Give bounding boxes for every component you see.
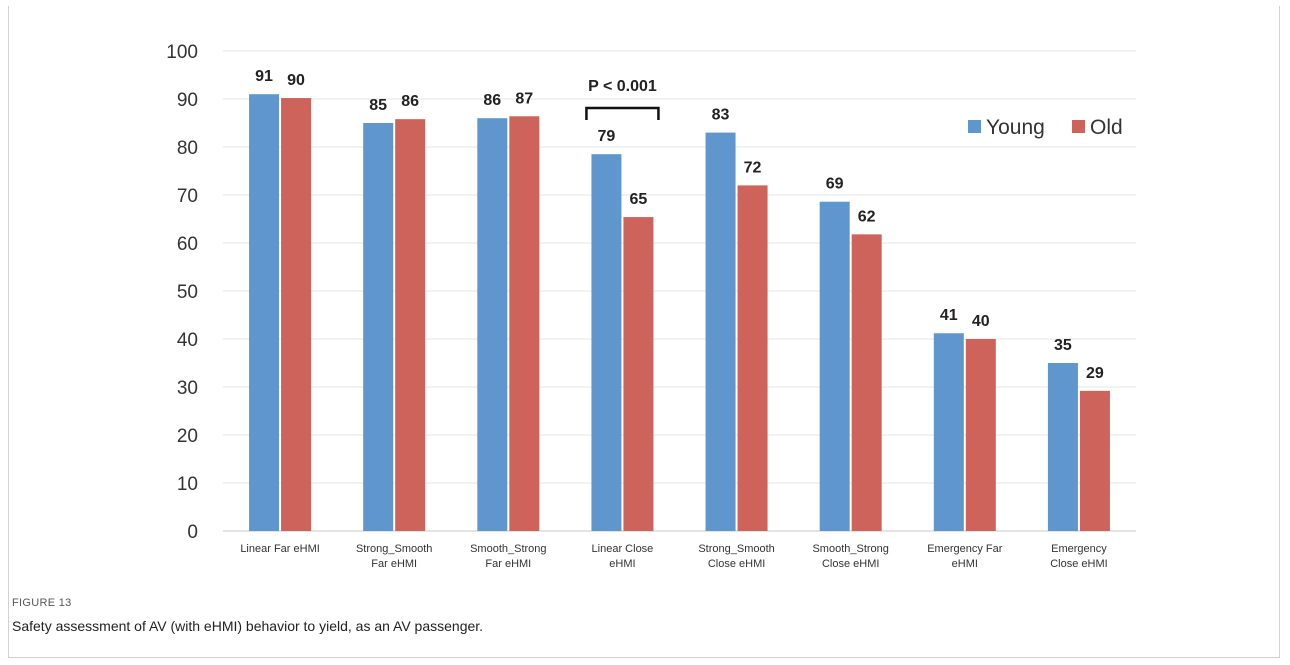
bar-young	[705, 132, 736, 531]
y-tick-label: 70	[177, 186, 198, 207]
bar-young	[933, 333, 964, 531]
x-tick-label: Emergency Close eHMI	[1050, 543, 1107, 570]
data-label: 65	[630, 191, 648, 208]
x-tick-label: Emergency Far eHMI	[927, 543, 1003, 570]
data-label: 79	[598, 128, 616, 145]
data-label: 29	[1086, 365, 1104, 382]
y-tick-label: 40	[177, 330, 198, 351]
x-tick-label: Linear Close eHMI	[592, 543, 654, 570]
legend: Young Old	[968, 116, 1123, 139]
y-axis-ticks: 0 10 20 30 40 50 60 70 80 90 100	[166, 42, 198, 543]
y-tick-label: 10	[177, 474, 198, 495]
data-label: 86	[483, 92, 501, 109]
y-tick-label: 60	[177, 234, 198, 255]
x-tick-label: Strong_Smooth Far eHMI	[356, 543, 432, 570]
bar-old	[281, 98, 312, 531]
bar-young	[249, 94, 280, 531]
y-tick-label: 50	[177, 282, 198, 303]
y-tick-label: 0	[187, 522, 198, 543]
data-label: 62	[858, 208, 876, 225]
bar-young	[477, 118, 508, 531]
bar-old	[737, 185, 768, 531]
bar-old	[509, 116, 540, 531]
bar-young	[363, 123, 394, 531]
data-label: 91	[255, 68, 273, 85]
bars	[249, 94, 1110, 532]
data-label: 35	[1054, 337, 1072, 354]
x-tick-label: Strong_Smooth Close eHMI	[698, 543, 774, 570]
bar-young	[819, 201, 850, 531]
bar-old	[395, 119, 426, 531]
x-tick-label: Smooth_Strong Far eHMI	[470, 543, 546, 570]
data-labels: 91 90 85 86 86 87 79 65 83 72 69 62 41 40 35 29	[255, 68, 1104, 382]
bar-old	[851, 234, 882, 532]
x-tick-label: Linear Far eHMI	[240, 543, 319, 555]
significance-bracket	[585, 106, 660, 120]
x-axis-ticks: Linear Far eHMI Strong_Smooth Far eHMI Smoo…	[240, 543, 1107, 570]
data-label: 72	[744, 159, 762, 176]
data-label: 69	[826, 176, 844, 193]
legend-label-old: Old	[1090, 116, 1123, 139]
legend-swatch-young	[968, 120, 981, 133]
data-label: 40	[972, 313, 990, 330]
x-tick-label: Smooth_Strong Close eHMI	[812, 543, 888, 570]
data-label: 85	[369, 97, 387, 114]
data-label: 86	[401, 93, 419, 110]
y-tick-label: 100	[166, 42, 198, 63]
bar-chart: 0 10 20 30 40 50 60 70 80 90 100 91 90 85 86 86 87 79 65 8…	[166, 42, 1136, 570]
bar-old	[623, 217, 654, 531]
data-label: 87	[515, 90, 533, 107]
data-label: 41	[940, 307, 958, 324]
legend-label-young: Young	[986, 116, 1045, 139]
bar-young	[1047, 363, 1078, 531]
bar-old	[965, 339, 996, 531]
data-label: 90	[287, 72, 305, 89]
significance-annotation: P < 0.001	[585, 78, 660, 120]
bar-young	[591, 154, 622, 531]
data-label: 83	[712, 107, 730, 124]
y-tick-label: 30	[177, 378, 198, 399]
y-tick-label: 80	[177, 138, 198, 159]
bar-old	[1079, 390, 1110, 531]
annotation-text: P < 0.001	[588, 78, 657, 95]
y-tick-label: 20	[177, 426, 198, 447]
figure-caption: Safety assessment of AV (with eHMI) beha…	[12, 618, 484, 634]
y-tick-label: 90	[177, 90, 198, 111]
figure-label: FIGURE 13	[12, 597, 72, 609]
legend-swatch-old	[1072, 120, 1085, 133]
